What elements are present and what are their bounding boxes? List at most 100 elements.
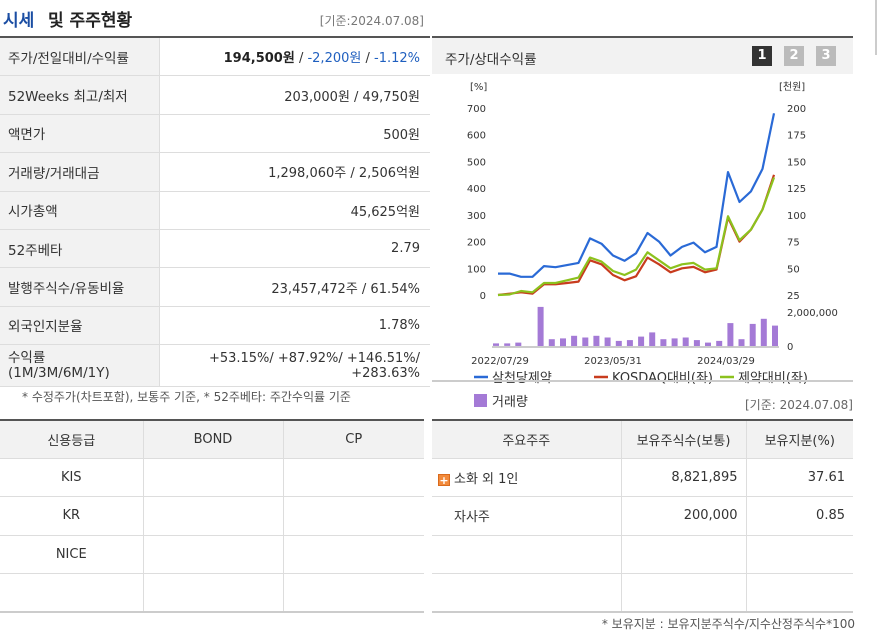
volume-bar bbox=[593, 335, 600, 346]
volume-bar bbox=[660, 339, 667, 346]
volume-bar bbox=[604, 337, 611, 346]
quote-info-table: 주가/전일대비/수익률 194,500원 / -2,200원 / -1.12% … bbox=[0, 36, 430, 388]
volume-bar bbox=[571, 335, 578, 346]
y-right-tick-label: 175 bbox=[787, 131, 806, 142]
y-left-tick-label: 400 bbox=[467, 184, 486, 195]
holder-name bbox=[432, 573, 622, 613]
volume-bar bbox=[693, 340, 700, 346]
table-row bbox=[0, 573, 424, 613]
y-right-tick-label: 200 bbox=[787, 104, 806, 115]
volume-bar bbox=[649, 332, 656, 346]
y-left-tick-label: 500 bbox=[467, 157, 486, 168]
holder-pct: 0.85 bbox=[746, 496, 853, 536]
chart-page-1-button[interactable]: 1 bbox=[752, 46, 772, 66]
current-price: 194,500원 bbox=[223, 51, 295, 67]
bond-cell bbox=[143, 496, 284, 536]
returns-label: 수익률 bbox=[8, 349, 46, 366]
y-left-tick-label: 300 bbox=[467, 211, 486, 222]
y-right-tick-label: 75 bbox=[787, 238, 800, 249]
table-row bbox=[432, 535, 853, 575]
holder-shares: 200,000 bbox=[621, 496, 747, 536]
info-value: 23,457,472주 / 61.54% bbox=[271, 281, 420, 297]
info-label: 52Weeks 최고/최저 bbox=[0, 76, 160, 114]
y-right-tick-label: 150 bbox=[787, 157, 806, 168]
credit-rating-table: 신용등급 BOND CP KIS KR NICE bbox=[0, 419, 424, 614]
info-value: 1.78% bbox=[378, 317, 420, 333]
returns-value: +53.15%/ +87.92%/ +146.51%/ +283.63% bbox=[208, 350, 420, 381]
info-value: 1,298,060주 / 2,506억원 bbox=[268, 166, 420, 182]
volume-bar bbox=[560, 338, 566, 347]
series-line bbox=[497, 177, 776, 297]
table-row: KR bbox=[0, 496, 424, 536]
info-row-price: 주가/전일대비/수익률 194,500원 / -2,200원 / -1.12% bbox=[0, 38, 430, 77]
agency-cell: NICE bbox=[0, 535, 144, 575]
holder-shares bbox=[621, 573, 747, 613]
y-left-tick-label: 200 bbox=[467, 238, 486, 249]
volume-bar bbox=[772, 325, 778, 346]
volume-bar bbox=[493, 343, 499, 346]
page-frame-edge bbox=[875, 0, 877, 55]
series-line bbox=[498, 113, 776, 278]
cp-cell bbox=[283, 496, 424, 536]
separator: / bbox=[361, 51, 374, 67]
legend-label: 거래량 bbox=[492, 395, 528, 410]
volume-bar bbox=[705, 342, 711, 346]
chart-page-2-button[interactable]: 2 bbox=[784, 46, 804, 66]
expand-plus-icon[interactable]: + bbox=[438, 473, 450, 487]
column-header: 보유주식수(보통) bbox=[621, 420, 747, 459]
column-header: CP bbox=[283, 420, 424, 459]
section-header: 시세 및 주주현황 [기준:2024.07.08] bbox=[0, 0, 430, 36]
volume-bar bbox=[760, 318, 767, 346]
price-change: -2,200원 bbox=[307, 51, 362, 67]
holder-pct bbox=[746, 535, 853, 575]
table-row: KIS bbox=[0, 458, 424, 498]
volume-bar bbox=[749, 323, 756, 346]
chart-page-3-button[interactable]: 3 bbox=[816, 46, 836, 66]
legend-label: 삼천당제약 bbox=[492, 371, 552, 386]
series-line bbox=[497, 174, 776, 297]
holder-pct bbox=[746, 573, 853, 613]
info-value: 203,000원 / 49,750원 bbox=[284, 89, 420, 105]
holders-footnote: * 보유지분 : 보유지분주식수/지수산정주식수*100 bbox=[601, 617, 855, 631]
info-value: 2.79 bbox=[391, 241, 420, 257]
cp-cell bbox=[283, 535, 424, 575]
separator: / bbox=[294, 51, 308, 67]
table-row: 자사주 200,000 0.85 bbox=[432, 496, 853, 536]
legend-label: 제약대비(좌) bbox=[738, 371, 808, 386]
info-row-shares: 발행주식수/유동비율 23,457,472주 / 61.54% bbox=[0, 268, 430, 307]
info-row-foreign: 외국인지분율 1.78% bbox=[0, 306, 430, 346]
info-label: 52주베타 bbox=[0, 229, 160, 268]
volume-zero-label: 0 bbox=[787, 342, 793, 353]
chart-header: 주가/상대수익률 1 2 3 bbox=[432, 38, 853, 74]
cp-cell bbox=[283, 573, 424, 613]
info-label: 외국인지분율 bbox=[0, 306, 160, 345]
info-row-beta: 52주베타 2.79 bbox=[0, 229, 430, 269]
volume-bar bbox=[504, 343, 511, 346]
info-value: 194,500원 / -2,200원 / -1.12% bbox=[160, 47, 430, 66]
bond-cell bbox=[143, 535, 284, 575]
volume-bar bbox=[615, 340, 622, 346]
info-label: 시가총액 bbox=[0, 191, 160, 229]
volume-bar bbox=[537, 306, 544, 346]
bond-cell bbox=[143, 573, 284, 613]
info-label: 수익률 (1M/3M/6M/1Y) bbox=[0, 345, 160, 387]
agency-cell: KIS bbox=[0, 458, 144, 498]
table-row: NICE bbox=[0, 535, 424, 575]
cp-cell bbox=[283, 458, 424, 498]
table-row bbox=[432, 573, 853, 613]
x-tick-label: 2024/03/29 bbox=[697, 356, 755, 367]
info-label: 거래량/거래대금 bbox=[0, 153, 160, 191]
info-label: 발행주식수/유동비율 bbox=[0, 268, 160, 306]
holders-base-date: [기준: 2024.07.08] bbox=[744, 398, 853, 412]
quote-footnote: * 수정주가(차트포함), 보통주 기준, * 52주베타: 주간수익률 기준 bbox=[22, 390, 351, 404]
info-row-market-cap: 시가총액 45,625억원 bbox=[0, 191, 430, 230]
table-header-row: 주요주주 보유주식수(보통) 보유지분(%) bbox=[432, 420, 853, 459]
x-tick-label: 2022/07/29 bbox=[471, 356, 529, 367]
y-left-unit: [%] bbox=[470, 82, 487, 93]
volume-bar bbox=[638, 336, 645, 346]
y-left-tick-label: 0 bbox=[480, 291, 486, 302]
section-title-quote: 시세 bbox=[3, 11, 35, 31]
column-header: 신용등급 bbox=[0, 420, 144, 459]
bond-cell bbox=[143, 458, 284, 498]
section-title-holders: 및 주주현황 bbox=[48, 11, 133, 31]
